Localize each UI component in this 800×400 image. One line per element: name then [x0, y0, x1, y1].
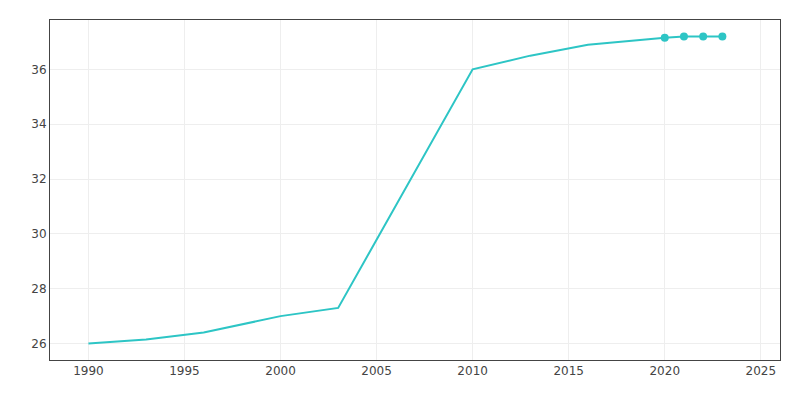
svg-text:2010: 2010 [457, 364, 488, 378]
svg-text:32: 32 [31, 172, 46, 186]
svg-text:36: 36 [31, 63, 46, 77]
svg-text:2005: 2005 [361, 364, 392, 378]
svg-text:2015: 2015 [553, 364, 584, 378]
svg-text:2020: 2020 [649, 364, 680, 378]
svg-text:30: 30 [31, 227, 46, 241]
svg-text:1995: 1995 [169, 364, 200, 378]
svg-text:26: 26 [31, 337, 46, 351]
svg-text:2000: 2000 [265, 364, 296, 378]
svg-text:2025: 2025 [746, 364, 777, 378]
svg-text:1990: 1990 [73, 364, 104, 378]
svg-text:28: 28 [31, 282, 46, 296]
svg-text:34: 34 [31, 117, 46, 131]
